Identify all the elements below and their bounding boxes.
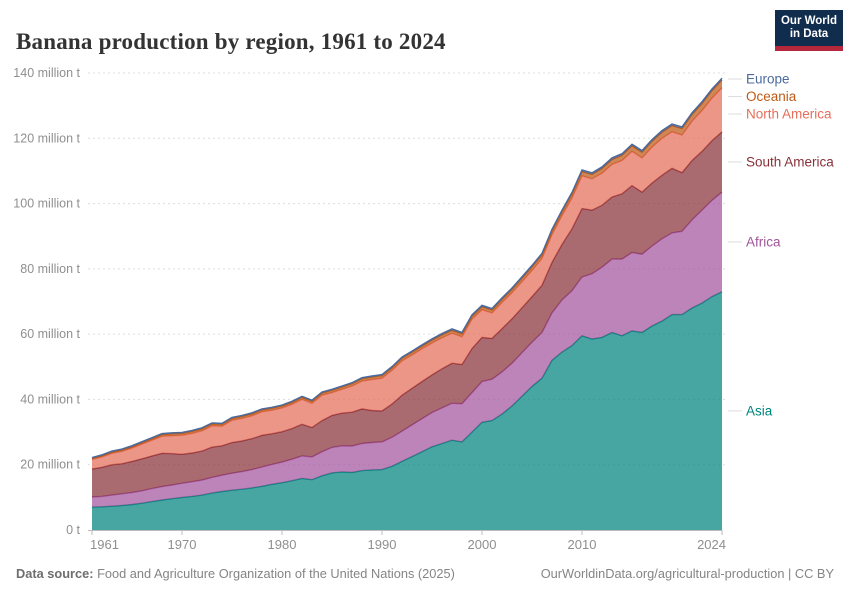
y-tick-label: 60 million t (20, 327, 80, 341)
area-africa[interactable] (92, 192, 722, 508)
legend-label-asia[interactable]: Asia (746, 403, 773, 418)
page-title: Banana production by region, 1961 to 202… (16, 29, 446, 55)
data-source-label: Data source: (16, 566, 94, 581)
y-axis: 0 t 20 million t 40 million t 60 million t 8… (13, 66, 80, 537)
y-tick-label: 0 t (66, 523, 80, 537)
x-tick-label: 2010 (568, 537, 597, 552)
legend-label-north-america[interactable]: North America (746, 107, 832, 122)
owid-logo-line2: in Data (789, 28, 829, 40)
y-tick-label: 120 million t (13, 131, 80, 145)
y-tick-label: 40 million t (20, 392, 80, 406)
x-tick-label: 2024 (697, 537, 726, 552)
x-axis: 1961 1970 1980 1990 2000 2010 2024 (88, 530, 726, 552)
legend-label-oceania[interactable]: Oceania (746, 89, 797, 104)
legend-label-europe[interactable]: Europe (746, 72, 790, 87)
y-tick-label: 100 million t (13, 197, 80, 211)
credit-link[interactable]: OurWorldinData.org/agricultural-producti… (540, 566, 834, 581)
owid-logo[interactable]: Our World in Data (775, 10, 843, 51)
area-south-america[interactable] (92, 131, 722, 498)
x-tick-label: 1990 (368, 537, 397, 552)
x-tick-label: 1961 (90, 537, 119, 552)
data-source-text: Food and Agriculture Organization of the… (93, 566, 455, 581)
chart-footer: Data source: Food and Agriculture Organi… (16, 566, 834, 581)
legend-label-africa[interactable]: Africa (746, 234, 781, 249)
legend-label-south-america[interactable]: South America (746, 154, 834, 169)
x-tick-label: 1980 (268, 537, 297, 552)
owid-logo-line1: Our World (780, 15, 837, 27)
x-tick-label: 1970 (168, 537, 197, 552)
y-tick-label: 140 million t (13, 66, 80, 80)
data-source-note: Data source: Food and Agriculture Organi… (16, 566, 455, 581)
y-tick-label: 80 million t (20, 262, 80, 276)
x-tick-label: 2000 (468, 537, 497, 552)
legend: Europe Oceania North America South America A… (728, 72, 834, 418)
edge-europe (91, 77, 723, 459)
y-tick-label: 20 million t (20, 458, 80, 472)
plot-area[interactable] (91, 77, 723, 530)
stacked-area-chart[interactable]: 0 t 20 million t 40 million t 60 million t 8… (0, 55, 850, 600)
